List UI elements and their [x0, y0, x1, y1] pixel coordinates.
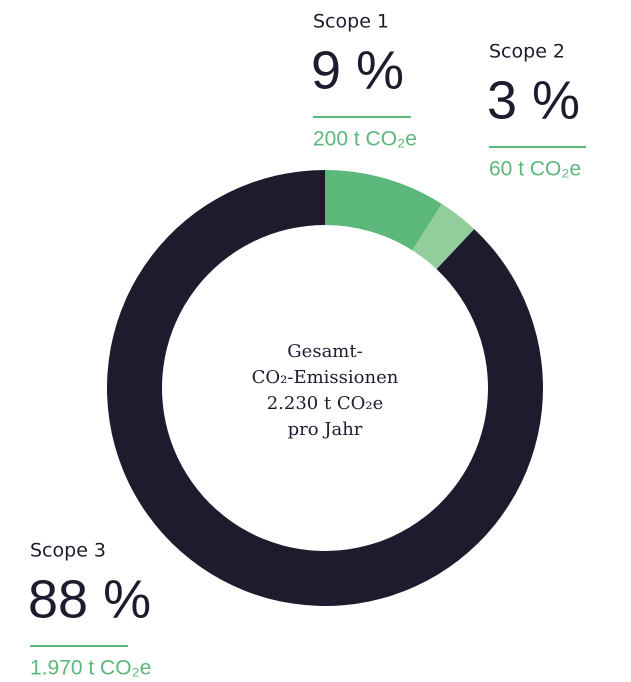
center-text: pro Jahr	[288, 419, 363, 440]
percent-label: 9 %	[311, 40, 404, 100]
donut-segment	[325, 170, 442, 251]
center-text: 2.230 t CO₂e	[267, 393, 384, 414]
center-text: CO₂-Emissionen	[252, 367, 399, 388]
amount-label: 200 t CO₂e	[313, 128, 417, 151]
center-text: Gesamt-	[287, 341, 362, 362]
amount-label: 60 t CO₂e	[489, 158, 581, 181]
donut-segment	[412, 203, 475, 270]
donut-segment	[106, 170, 543, 606]
percent-label: 3 %	[487, 70, 580, 130]
scope-name: Scope 3	[30, 540, 106, 562]
amount-label: 1.970 t CO₂e	[30, 657, 151, 680]
scope-name: Scope 1	[313, 11, 389, 33]
scope-name: Scope 2	[489, 41, 565, 63]
percent-label: 88 %	[28, 569, 151, 629]
